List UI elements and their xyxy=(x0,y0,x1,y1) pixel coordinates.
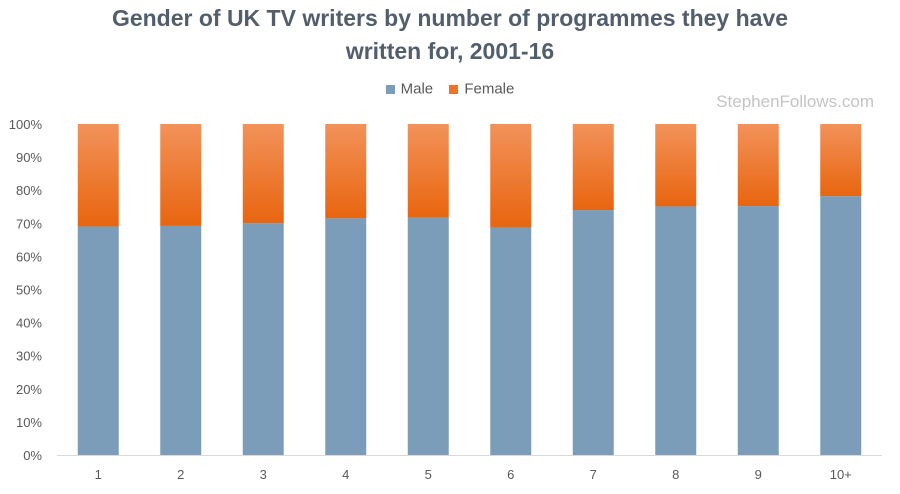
chart-legend: Male Female xyxy=(0,80,900,98)
bar-female-2 xyxy=(160,124,202,226)
watermark: StephenFollows.com xyxy=(716,92,874,111)
y-tick-label: 20% xyxy=(16,382,42,397)
bar-male-3 xyxy=(242,223,284,455)
y-tick-label: 10% xyxy=(16,415,42,430)
bar-female-1 xyxy=(77,124,119,227)
bar-male-1 xyxy=(77,226,119,455)
y-tick-label: 0% xyxy=(23,448,42,463)
bar-male-10+ xyxy=(820,196,862,455)
legend-item-female: Female xyxy=(449,80,514,98)
x-axis: 1 2 3 4 5 6 7 8 9 10+ xyxy=(57,455,882,482)
legend-swatch-male xyxy=(385,84,395,94)
bars-group xyxy=(77,124,862,455)
legend-label-male: Male xyxy=(400,80,434,98)
y-tick-label: 30% xyxy=(16,349,42,364)
chart-title-line-2: written for, 2001-16 xyxy=(345,38,555,64)
chart-title: Gender of UK TV writers by number of pro… xyxy=(0,2,900,68)
bar-female-5 xyxy=(407,124,449,218)
bar-male-7 xyxy=(572,210,614,455)
y-tick-label: 40% xyxy=(16,316,42,331)
x-tick-label: 4 xyxy=(342,467,349,482)
bar-male-8 xyxy=(655,206,697,455)
x-tick-label: 9 xyxy=(755,467,762,482)
bar-female-6 xyxy=(490,124,532,228)
y-tick-label: 50% xyxy=(16,283,42,298)
y-tick-label: 80% xyxy=(16,183,42,198)
chart-title-line-1: Gender of UK TV writers by number of pro… xyxy=(111,5,789,31)
legend-label-female: Female xyxy=(464,80,515,98)
x-tick-label: 3 xyxy=(260,467,267,482)
bar-female-3 xyxy=(242,124,284,224)
bar-male-4 xyxy=(325,218,367,455)
x-tick-label: 8 xyxy=(672,467,679,482)
bar-male-9 xyxy=(737,206,779,455)
y-tick-label: 90% xyxy=(16,150,42,165)
bar-male-5 xyxy=(407,217,449,455)
x-tick-label: 10+ xyxy=(830,467,852,482)
y-tick-label: 60% xyxy=(16,249,42,264)
bar-female-9 xyxy=(737,124,779,207)
y-tick-label: 100% xyxy=(9,117,43,132)
y-axis: 0% 10% 20% 30% 40% 50% 60% 70% 80% 90% 100% xyxy=(9,117,43,463)
x-tick-label: 2 xyxy=(177,467,184,482)
x-tick-label: 1 xyxy=(95,467,102,482)
bar-male-6 xyxy=(490,227,532,455)
bar-female-8 xyxy=(655,124,697,207)
x-tick-label: 6 xyxy=(507,467,514,482)
legend-item-male: Male xyxy=(385,80,434,98)
y-tick-label: 70% xyxy=(16,216,42,231)
bar-female-10+ xyxy=(820,124,862,197)
x-tick-label: 7 xyxy=(590,467,597,482)
x-tick-label: 5 xyxy=(425,467,432,482)
legend-swatch-female xyxy=(449,84,459,94)
bar-male-2 xyxy=(160,225,202,455)
bar-female-4 xyxy=(325,124,367,219)
bar-female-7 xyxy=(572,124,614,211)
